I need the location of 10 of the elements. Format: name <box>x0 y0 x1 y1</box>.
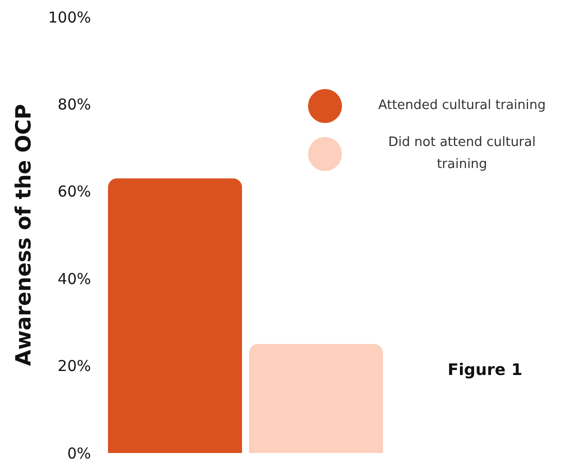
y-tick-label: 60% <box>58 182 91 201</box>
y-tick-label: 20% <box>58 357 91 376</box>
text: Did not attend cultural training <box>387 134 537 174</box>
y-tick-label: 40% <box>58 270 91 288</box>
y-tick-label: 80% <box>58 96 91 114</box>
y-tick-label: 100% <box>48 8 91 26</box>
y-axis-title: Awareness of the OCP <box>11 104 36 366</box>
caption: Figure 1 <box>446 360 524 379</box>
y-tick-label: 0% <box>67 444 91 460</box>
text: Attended cultural training <box>377 97 547 115</box>
